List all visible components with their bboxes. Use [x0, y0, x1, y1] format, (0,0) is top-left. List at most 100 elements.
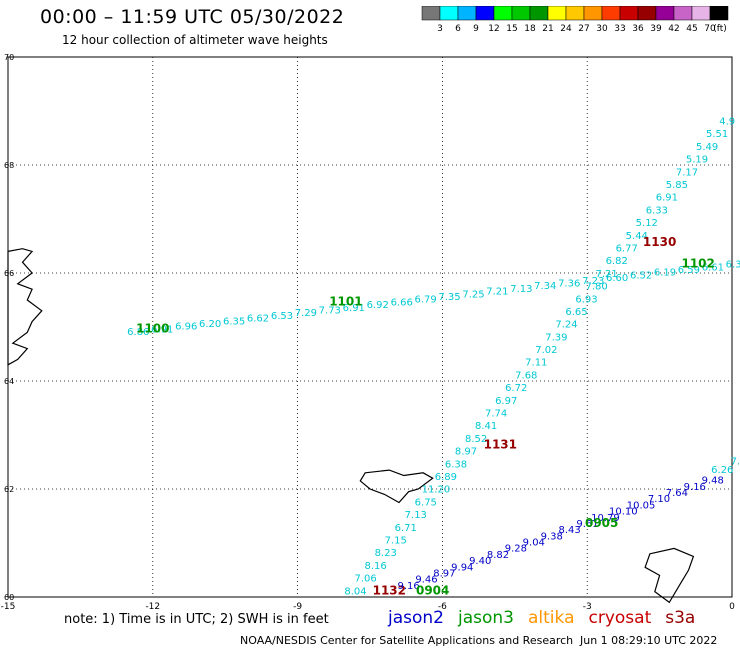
wave-height-value: 6.91	[151, 324, 173, 335]
chart-subtitle: 12 hour collection of altimeter wave hei…	[62, 33, 328, 47]
colorbar-tick-label: 27	[578, 24, 589, 34]
wave-height-value: 6.52	[630, 270, 652, 281]
wave-height-value: 8.43	[558, 525, 580, 536]
wave-height-value: 6.20	[199, 319, 221, 330]
wave-height-value: 6.97	[495, 396, 517, 407]
wave-height-value: 7.39	[545, 332, 567, 343]
wave-height-value: 10.79	[591, 513, 620, 524]
wave-height-value: 6.61	[702, 262, 724, 273]
wave-height-value: 6.92	[367, 300, 389, 311]
credit-timestamp: Jun 1 08:29:10 UTC 2022	[580, 634, 718, 647]
wave-height-value: 6.72	[505, 383, 527, 394]
wave-height-value: 7.11	[731, 457, 740, 468]
wave-height-value: 7.36	[558, 279, 580, 290]
longitude-tick-label: -6	[438, 602, 447, 612]
wave-height-value: 7.23	[582, 276, 604, 287]
wave-height-value: 8.52	[465, 434, 487, 445]
wave-height-value: 8.16	[364, 561, 386, 572]
units-note: note: 1) Time is in UTC; 2) SWH is in fe…	[64, 612, 329, 627]
wave-height-value: 6.60	[606, 273, 628, 284]
wave-height-value: 7.29	[295, 308, 317, 319]
satellite-legend-cryosat: cryosat	[588, 608, 652, 628]
wave-height-value: 6.66	[391, 297, 413, 308]
wave-height-value: 5.85	[666, 180, 688, 191]
wave-height-value: 11.20	[422, 485, 451, 496]
wave-height-value: 9.16	[684, 482, 706, 493]
colorbar-tick-label: 3	[437, 24, 443, 34]
wave-height-colorbar: 3 6 9 12 15 18 21 24 27 30 33 36 39 42 45 70(ft)	[421, 6, 729, 34]
wave-height-value: 5.44	[626, 231, 648, 242]
wave-height-value: 6.86	[127, 327, 149, 338]
satellite-legend-jason3: jason3	[458, 608, 514, 628]
pass-time-label: 1130	[643, 235, 676, 249]
wave-height-value: 7.24	[555, 320, 577, 331]
wave-height-value: 8.97	[455, 447, 477, 458]
wave-height-value: 6.26	[711, 465, 733, 476]
pass-time-label: 1100	[136, 321, 169, 335]
wave-height-value: 7.15	[385, 536, 407, 547]
wave-height-value: 7.13	[405, 510, 427, 521]
longitude-tick-label: -9	[293, 602, 302, 612]
wave-height-value: 6.91	[343, 303, 365, 314]
colorbar-tick-label: 70	[704, 24, 716, 34]
pass-time-label: 1101	[329, 294, 362, 308]
latitude-tick-label: 68	[4, 161, 14, 170]
wave-height-value: 6.35	[223, 316, 245, 327]
satellite-legend-s3a: s3a	[665, 608, 696, 628]
wave-height-value: 9.61	[576, 519, 598, 530]
faroe-islands	[359, 469, 434, 504]
wave-height-value: 7.34	[534, 281, 556, 292]
latitude-tick-label: 66	[4, 269, 14, 278]
colorbar-tick-label: 39	[650, 24, 662, 34]
credit-line: NOAA/NESDIS Center for Satellite Applica…	[240, 634, 574, 647]
latitude-tick-label: 60	[4, 593, 14, 602]
longitude-tick-label: 0	[729, 602, 735, 612]
wave-height-value: 5.19	[686, 155, 708, 166]
wave-height-value: 8.04	[344, 586, 366, 597]
wave-height-value: 6.33	[646, 205, 668, 216]
colorbar-tick-label: 24	[560, 24, 572, 34]
wave-height-value: 9.16	[397, 581, 419, 592]
satellite-legend-altika: altika	[528, 608, 575, 628]
colorbar-tick-label: 21	[542, 24, 553, 34]
wave-height-value: 9.28	[505, 544, 527, 555]
wave-height-value: 5.49	[696, 142, 718, 153]
pass-time-label: 1102	[681, 257, 714, 271]
colorbar-tick-label: 15	[506, 24, 517, 34]
wave-height-value: 10.05	[627, 500, 656, 511]
longitude-tick-label: -15	[1, 602, 16, 612]
wave-height-value: 9.40	[469, 556, 491, 567]
colorbar-unit: (ft)	[713, 24, 727, 34]
longitude-tick-label: -12	[145, 602, 160, 612]
wave-height-value: 6.59	[678, 265, 700, 276]
colorbar-tick-label: 9	[473, 24, 479, 34]
wave-height-value: 9.38	[541, 531, 563, 542]
wave-height-value: 6.93	[575, 294, 597, 305]
wave-height-value: 8.97	[433, 569, 455, 580]
wave-height-value: 6.79	[414, 295, 436, 306]
colorbar-tick-label: 33	[614, 24, 625, 34]
colorbar-tick-label: 6	[455, 24, 461, 34]
wave-height-value: 6.53	[271, 311, 293, 322]
colorbar-tick-label: 30	[596, 24, 608, 34]
wave-height-value: 8.82	[487, 550, 509, 561]
satellite-legend: jason2 jason3 altika cryosat s3a	[388, 608, 709, 628]
pass-time-label: 1132	[373, 583, 406, 597]
wave-height-value: 7.10	[648, 494, 670, 505]
wave-height-value: 7.02	[535, 345, 557, 356]
shetland	[644, 547, 695, 604]
longitude-tick-label: -3	[583, 602, 592, 612]
wave-height-value: 6.36	[726, 260, 740, 271]
wave-height-value: 7.68	[515, 370, 537, 381]
wave-height-value: 9.04	[523, 538, 545, 549]
wave-height-value: 6.96	[175, 322, 197, 333]
latitude-tick-label: 62	[4, 485, 14, 494]
wave-height-value: 8.23	[375, 548, 397, 559]
wave-height-value: 6.65	[565, 307, 587, 318]
wave-height-value: 7.74	[485, 409, 507, 420]
wave-height-value: 7.17	[676, 167, 698, 178]
satellite-legend-jason2: jason2	[388, 608, 444, 628]
wave-height-value: 6.19	[654, 268, 676, 279]
wave-height-value: 4.9	[719, 117, 735, 128]
